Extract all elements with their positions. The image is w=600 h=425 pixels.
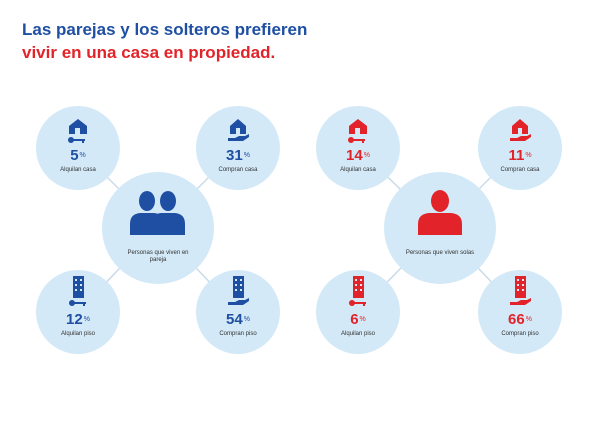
singles-center-label: Personas que viven solas bbox=[405, 250, 475, 256]
singles-buy-flat-circle: 66% Compran piso bbox=[478, 270, 562, 354]
couples-buy-house-circle: 31% Compran casa bbox=[196, 106, 280, 190]
headline-line-1: Las parejas y los solteros prefieren bbox=[22, 20, 308, 39]
singles-rent-flat-label: Alquilan piso bbox=[340, 331, 376, 337]
couples-buy-flat-percent: 54% bbox=[226, 311, 250, 328]
house-key-icon bbox=[348, 119, 367, 143]
building-key-icon bbox=[69, 276, 86, 306]
couples-rent-house-label: Alquilan casa bbox=[60, 167, 96, 173]
singles-buy-flat-percent: 66% bbox=[508, 311, 532, 328]
singles-rent-house-label: Alquilan casa bbox=[340, 167, 376, 173]
couples-buy-house-label: Compran casa bbox=[218, 167, 258, 173]
singles-rent-house-percent: 14% bbox=[346, 147, 370, 164]
singles-rent-house-circle: 14% Alquilan casa bbox=[316, 106, 400, 190]
couple-people-icon bbox=[130, 191, 185, 235]
couples-rent-house-percent: 5% bbox=[70, 147, 86, 164]
couples-rent-house-circle: 5% Alquilan casa bbox=[36, 106, 120, 190]
couples-rent-flat-percent: 12% bbox=[66, 311, 90, 328]
building-hand-icon bbox=[510, 276, 531, 305]
singles-buy-house-circle: 11% Compran casa bbox=[478, 106, 562, 190]
couples-center-label: Personas que viven en pareja bbox=[127, 250, 189, 263]
singles-buy-flat-label: Compran piso bbox=[501, 331, 539, 337]
singles-rent-flat-circle: 6% Alquilan piso bbox=[316, 270, 400, 354]
singles-buy-house-label: Compran casa bbox=[500, 167, 540, 173]
building-key-icon bbox=[349, 276, 366, 306]
couples-buy-flat-circle: 54% Compran piso bbox=[196, 270, 280, 354]
singles-buy-house-percent: 11% bbox=[508, 147, 532, 164]
single-person-icon bbox=[418, 190, 462, 235]
singles-center-circle: Personas que viven solas bbox=[384, 172, 496, 284]
house-hand-icon bbox=[510, 119, 531, 141]
couples-rent-flat-label: Alquilan piso bbox=[60, 331, 96, 337]
couples-center-circle: Personas que viven en pareja bbox=[102, 172, 214, 284]
building-hand-icon bbox=[228, 276, 249, 305]
house-hand-icon bbox=[228, 119, 249, 141]
couples-rent-flat-circle: 12% Alquilan piso bbox=[36, 270, 120, 354]
couples-buy-flat-label: Compran piso bbox=[219, 331, 257, 337]
couples-buy-house-percent: 31% bbox=[226, 147, 250, 164]
headline-line-2: vivir en una casa en propiedad. bbox=[22, 43, 276, 62]
headline: Las parejas y los solteros prefieren viv… bbox=[22, 18, 307, 64]
house-key-icon bbox=[68, 119, 87, 143]
singles-rent-flat-percent: 6% bbox=[350, 311, 366, 328]
